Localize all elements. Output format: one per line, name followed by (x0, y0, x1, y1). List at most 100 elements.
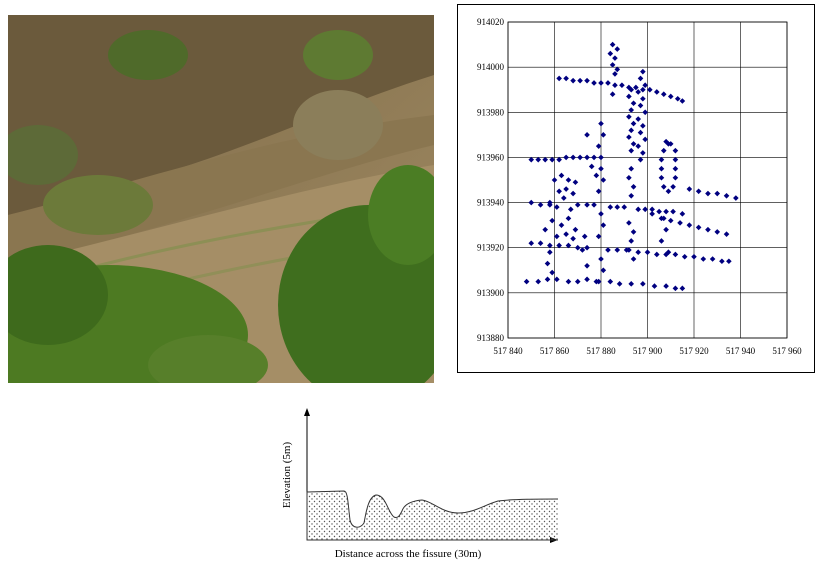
point (591, 202, 597, 208)
point (628, 147, 635, 154)
point (637, 75, 644, 82)
point (723, 193, 730, 199)
point (672, 251, 679, 258)
point (658, 156, 665, 163)
landscape-photo (8, 15, 434, 383)
terrain-profile (306, 490, 558, 541)
point (626, 134, 632, 140)
point (570, 77, 576, 84)
x-tick-label: 517 900 (633, 346, 663, 356)
x-tick-label: 517 940 (726, 346, 756, 356)
x-axis-label: Distance across the fissure (30m) (335, 548, 482, 560)
y-tick-label: 913940 (477, 198, 505, 208)
point (537, 240, 544, 246)
point (681, 253, 688, 260)
point (658, 238, 665, 244)
point (619, 82, 625, 88)
point (705, 190, 711, 197)
point (614, 204, 621, 210)
point (635, 89, 641, 95)
point (642, 206, 648, 213)
point (556, 242, 562, 249)
point (642, 136, 648, 143)
point (723, 231, 730, 237)
point (642, 82, 648, 88)
point (628, 193, 635, 199)
point (628, 86, 635, 93)
point (658, 174, 665, 181)
point (654, 251, 660, 258)
point (672, 147, 679, 154)
point (663, 208, 669, 215)
point (686, 186, 693, 192)
point (665, 188, 672, 195)
point (556, 75, 562, 82)
point (670, 208, 676, 215)
point (547, 202, 553, 208)
point (558, 222, 565, 228)
point (523, 278, 530, 285)
point (640, 86, 646, 93)
point (635, 143, 641, 149)
point (565, 242, 572, 249)
point (637, 156, 644, 163)
point (647, 86, 653, 93)
x-tick-label: 517 840 (493, 346, 523, 356)
point (674, 95, 681, 102)
plot-border (507, 21, 788, 339)
point (719, 258, 725, 265)
point (628, 281, 635, 287)
point (628, 165, 635, 172)
point (665, 141, 672, 147)
point (593, 172, 600, 179)
point (600, 267, 607, 274)
point (572, 179, 579, 186)
point (616, 281, 623, 287)
point (705, 226, 711, 233)
point (660, 147, 667, 154)
point (584, 77, 590, 84)
point (591, 154, 597, 161)
point (649, 206, 655, 213)
y-tick-label: 913980 (477, 107, 505, 117)
point (614, 247, 621, 253)
point (663, 226, 669, 233)
point (670, 183, 676, 190)
point (556, 156, 562, 163)
point (695, 224, 702, 231)
point (626, 174, 632, 181)
point (635, 206, 641, 213)
point (614, 46, 621, 52)
point (626, 220, 632, 226)
point (665, 249, 672, 256)
point (658, 165, 665, 172)
point (595, 233, 602, 240)
point (695, 188, 702, 195)
point (640, 68, 646, 75)
point (584, 276, 590, 283)
y-tick-label: 913920 (477, 243, 505, 253)
point (554, 276, 560, 283)
point (612, 82, 618, 88)
point (549, 269, 555, 276)
point (593, 278, 600, 285)
point (577, 154, 583, 161)
y-arrow (304, 408, 310, 416)
point (663, 251, 669, 258)
point (591, 80, 597, 86)
point (640, 281, 646, 287)
x-tick-label: 517 860 (540, 346, 570, 356)
point (558, 172, 565, 179)
point (547, 249, 553, 256)
point (663, 138, 669, 145)
point (612, 55, 618, 61)
point (535, 156, 542, 163)
point (640, 150, 646, 156)
point (651, 283, 658, 289)
y-tick-label: 914020 (477, 17, 505, 27)
point (605, 247, 611, 253)
point (660, 215, 667, 222)
y-tick-label: 913960 (477, 152, 505, 162)
point (579, 247, 586, 253)
point (584, 154, 590, 161)
